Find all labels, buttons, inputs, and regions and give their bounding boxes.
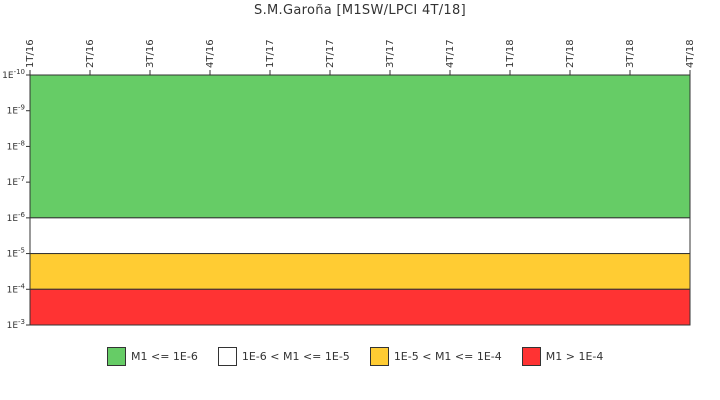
x-tick-label-9: 1T/18 xyxy=(505,39,516,68)
x-tick-label-2: 2T/16 xyxy=(85,39,96,68)
x-tick-label-7: 3T/17 xyxy=(385,39,396,68)
band-2 xyxy=(29,217,691,255)
y-tick-label-8: 1E-3 xyxy=(7,318,25,331)
y-tick-label-4: 1E-7 xyxy=(7,175,25,188)
legend-label-3: 1E-5 < M1 <= 1E-4 xyxy=(393,349,502,363)
x-tick-label-6: 2T/17 xyxy=(325,39,336,68)
x-tick-label-12: 4T/18 xyxy=(685,39,696,68)
legend-item-3: 1E-5 < M1 <= 1E-4 xyxy=(369,346,502,366)
legend-swatch-1 xyxy=(107,346,126,366)
band-3 xyxy=(29,253,691,290)
y-tick-label-6: 1E-5 xyxy=(7,247,25,260)
x-tick-label-1: 1T/16 xyxy=(25,39,36,68)
x-tick-label-8: 4T/17 xyxy=(445,39,456,68)
x-tick-label-3: 3T/16 xyxy=(145,39,156,68)
y-tick-label-5: 1E-6 xyxy=(7,211,26,224)
chart-legend: M1 <= 1E-6 1E-6 < M1 <= 1E-5 1E-5 < M1 <… xyxy=(107,345,623,367)
legend-swatch-3 xyxy=(369,346,389,366)
chart-title: S.M.Garoña [M1SW/LPCI 4T/18] xyxy=(254,3,466,18)
y-tick-label-3: 1E-8 xyxy=(7,139,25,152)
y-tick-label-1: 1E-10 xyxy=(2,68,25,81)
legend-label-1: M1 <= 1E-6 xyxy=(131,349,198,363)
x-tick-label-10: 2T/18 xyxy=(565,39,576,68)
x-tick-label-11: 3T/18 xyxy=(625,39,636,68)
legend-swatch-4 xyxy=(521,346,541,366)
legend-item-1: M1 <= 1E-6 xyxy=(107,346,198,366)
legend-item-2: 1E-6 < M1 <= 1E-5 xyxy=(217,346,350,366)
x-tick-label-5: 1T/17 xyxy=(265,39,276,68)
legend-label-4: M1 > 1E-4 xyxy=(545,349,604,363)
y-tick-label-2: 1E-9 xyxy=(7,104,25,117)
legend-item-4: M1 > 1E-4 xyxy=(521,346,604,366)
band-4 xyxy=(29,288,691,326)
band-1 xyxy=(29,74,691,219)
y-tick-label-7: 1E-4 xyxy=(7,282,26,295)
legend-label-2: 1E-6 < M1 <= 1E-5 xyxy=(241,349,350,363)
x-tick-label-4: 4T/16 xyxy=(205,39,216,68)
legend-swatch-2 xyxy=(217,346,237,366)
plot-frame xyxy=(29,74,691,326)
